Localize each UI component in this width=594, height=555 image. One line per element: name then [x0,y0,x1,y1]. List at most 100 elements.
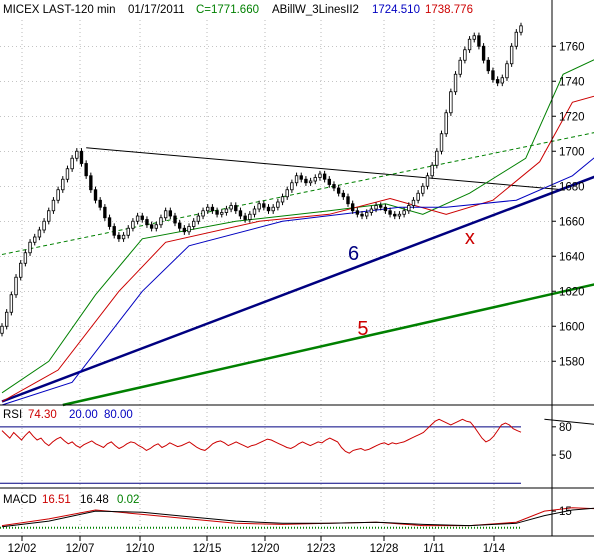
candlestick [135,212,140,225]
candle-body [266,206,271,212]
candle-body [393,213,397,217]
candlestick [262,200,266,211]
candlestick [103,204,107,221]
x-tick-label: 1/11 [423,543,445,555]
candle-body [37,229,42,238]
candlestick [140,212,144,223]
candlestick [28,239,32,256]
x-tick-label: 12/07 [66,543,95,555]
candlestick [435,148,439,169]
y-tick-label: 1700 [559,146,585,158]
candle-body [14,276,18,296]
candle-body [383,206,388,212]
candle-body [290,182,294,191]
rsi-line [1,418,522,454]
wave-5-label: 5 [357,318,368,340]
candlestick [322,170,327,183]
candle-body [299,175,303,180]
y-tick-label: 1580 [559,356,585,368]
candlestick [407,202,411,214]
macd-tick-label: 15 [559,506,572,518]
candlestick [350,200,355,214]
candle-body [355,210,360,215]
macd-value: 16.51 [42,494,71,506]
candlestick [509,43,514,67]
candlestick [393,211,397,220]
y-tick-label: 1660 [559,216,585,228]
rsi-trendline [544,418,594,425]
candlestick [439,130,444,155]
green-average-line [1,59,594,394]
candle-body [42,220,46,231]
candlestick [514,29,519,50]
candle-body [472,35,476,40]
x-tick-label: 12/15 [193,543,222,555]
candlestick [453,71,458,95]
candlestick [220,209,224,218]
candle-body [89,175,93,191]
candlestick [374,202,378,213]
candle-body [505,63,509,79]
candle-body [215,210,219,215]
candlestick [210,204,215,214]
candle-body [4,311,9,327]
candlestick [131,218,135,232]
candle-body [369,208,374,213]
candle-body [140,215,144,220]
candlestick [467,36,472,53]
candle-body [327,178,331,185]
candlestick [495,76,500,87]
candle-body [61,178,65,191]
candlestick [224,205,229,216]
candlestick [276,198,280,211]
candle-body [439,133,444,152]
candlestick [313,174,317,185]
candle-body [336,187,341,194]
candle-body [182,227,187,233]
candle-body [9,294,14,313]
candle-body [121,234,126,240]
header-close: C=1771.660 [196,4,259,16]
candle-body [509,45,514,65]
wave-6-line [1,175,594,403]
price-chart [0,22,594,407]
candle-body [79,150,84,164]
candlestick [121,232,126,242]
candlestick [14,274,18,298]
candlestick [65,165,70,183]
candle-body [449,91,453,114]
candlestick [107,214,112,230]
candlestick [505,60,509,81]
candlestick [491,67,495,83]
candle-body [19,262,23,278]
candle-body [159,217,163,226]
x-tick-label: 12/20 [251,543,280,555]
candlestick [98,197,102,211]
candlestick [266,204,271,214]
candle-body [280,196,285,203]
candlestick [304,176,308,186]
candle-body [56,189,60,201]
candlestick [477,32,481,50]
candlestick [360,211,364,220]
candle-body [341,192,346,198]
black-trendline [86,147,564,191]
candle-body [107,217,112,227]
y-tick-label: 1760 [559,41,585,53]
candle-body [248,213,252,220]
candle-body [149,224,154,229]
blue-average-line [1,157,594,406]
candlestick [93,186,98,204]
candlestick [336,184,341,197]
candlestick [252,205,257,218]
candlestick [51,197,56,214]
rsi-lower-level: 20.00 [69,409,98,421]
candlestick [280,193,285,206]
candle-body [196,215,201,222]
candle-body [47,210,51,222]
candle-body [168,210,173,217]
y-tick-label: 1680 [559,181,585,193]
candlestick [84,160,88,179]
y-tick-label: 1640 [559,251,585,263]
